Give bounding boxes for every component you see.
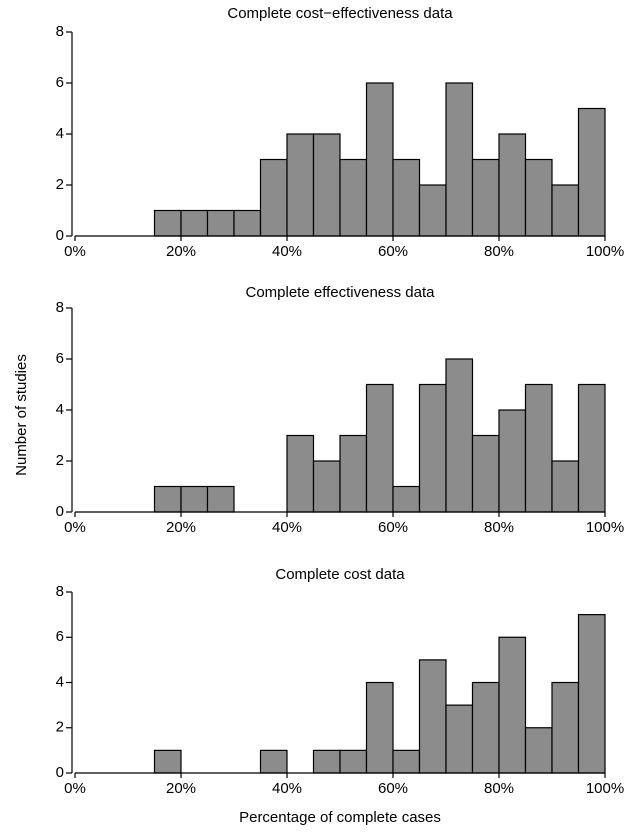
x-tick-label: 40%	[272, 519, 302, 536]
x-axis-label: Percentage of complete cases	[239, 809, 441, 826]
x-tick-label: 60%	[378, 519, 408, 536]
bar	[524, 158, 553, 237]
bar	[259, 749, 288, 774]
bar	[577, 614, 606, 774]
x-tick-label: 80%	[484, 243, 514, 260]
bar	[365, 681, 394, 774]
y-axis-label: Number of studies	[13, 354, 30, 476]
bar	[577, 383, 606, 513]
bar	[206, 209, 235, 237]
bar	[392, 749, 421, 774]
bar	[577, 107, 606, 237]
bar	[445, 358, 474, 513]
bar	[551, 681, 580, 774]
bar	[233, 209, 262, 237]
bar	[312, 133, 341, 237]
y-tick-label: 0	[56, 764, 64, 781]
bar	[392, 158, 421, 237]
y-tick-label: 8	[56, 23, 64, 40]
chart-title: Complete cost data	[275, 566, 405, 583]
x-tick-label: 20%	[166, 243, 196, 260]
bar	[312, 460, 341, 513]
bar	[339, 749, 368, 774]
bar	[471, 681, 500, 774]
x-tick-label: 40%	[272, 780, 302, 797]
y-tick-label: 6	[56, 628, 64, 645]
x-tick-label: 60%	[378, 780, 408, 797]
bar	[153, 485, 182, 513]
bar	[498, 133, 527, 237]
bar	[445, 704, 474, 774]
bar	[471, 434, 500, 513]
bar	[286, 434, 315, 513]
bar	[498, 636, 527, 774]
bar	[206, 485, 235, 513]
y-tick-label: 2	[56, 176, 64, 193]
x-tick-label: 100%	[586, 780, 624, 797]
bar	[286, 133, 315, 237]
y-tick-label: 8	[56, 299, 64, 316]
x-tick-label: 80%	[484, 519, 514, 536]
bar	[445, 82, 474, 237]
bar	[551, 460, 580, 513]
bar	[259, 158, 288, 237]
bar	[524, 727, 553, 774]
bar	[180, 485, 209, 513]
x-tick-label: 20%	[166, 519, 196, 536]
x-tick-label: 0%	[64, 519, 86, 536]
x-tick-label: 0%	[64, 243, 86, 260]
y-tick-label: 4	[56, 125, 64, 142]
y-tick-label: 6	[56, 350, 64, 367]
y-tick-label: 6	[56, 74, 64, 91]
bar	[312, 749, 341, 774]
y-tick-label: 2	[56, 719, 64, 736]
bar	[339, 434, 368, 513]
chart-title: Complete effectiveness data	[245, 284, 435, 301]
x-tick-label: 100%	[586, 519, 624, 536]
y-tick-label: 0	[56, 503, 64, 520]
x-tick-label: 20%	[166, 780, 196, 797]
x-tick-label: 100%	[586, 243, 624, 260]
bar	[339, 158, 368, 237]
bar	[418, 659, 447, 774]
bar	[365, 383, 394, 513]
y-tick-label: 0	[56, 227, 64, 244]
bar	[551, 184, 580, 237]
bar	[153, 749, 182, 774]
bar	[524, 383, 553, 513]
bar	[471, 158, 500, 237]
y-tick-label: 2	[56, 452, 64, 469]
y-tick-label: 4	[56, 401, 64, 418]
x-tick-label: 40%	[272, 243, 302, 260]
x-tick-label: 80%	[484, 780, 514, 797]
bar	[153, 209, 182, 237]
chart-title: Complete cost−effectiveness data	[227, 5, 453, 22]
bar	[365, 82, 394, 237]
bar	[418, 383, 447, 513]
x-tick-label: 0%	[64, 780, 86, 797]
bar	[498, 409, 527, 513]
y-tick-label: 8	[56, 583, 64, 600]
bar	[418, 184, 447, 237]
bar	[392, 485, 421, 513]
bar	[180, 209, 209, 237]
y-tick-label: 4	[56, 673, 64, 690]
x-tick-label: 60%	[378, 243, 408, 260]
